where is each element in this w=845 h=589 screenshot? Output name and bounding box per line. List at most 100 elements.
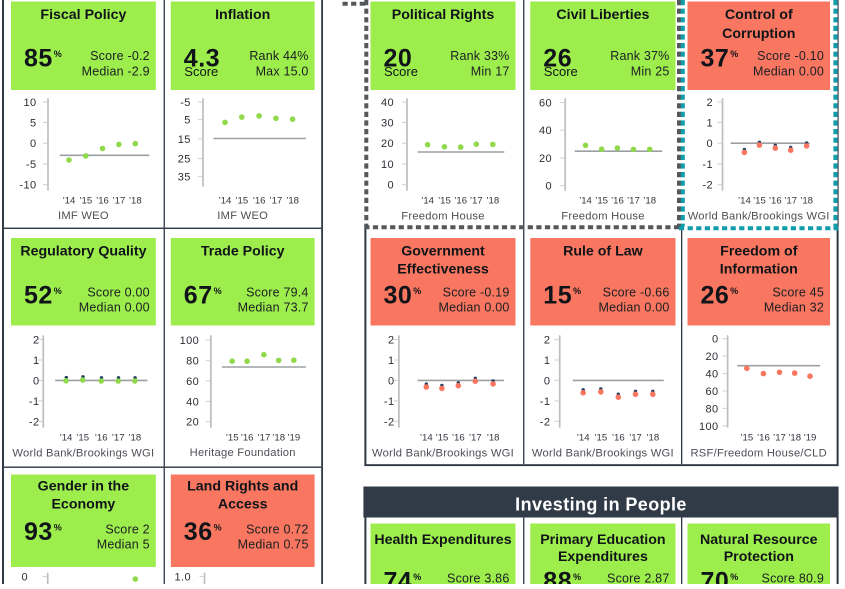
svg-text:’18: ’18 (272, 432, 285, 443)
svg-text:Primary Education: Primary Education (540, 532, 665, 548)
svg-text:85: 85 (24, 45, 53, 73)
svg-text:Freedom of: Freedom of (720, 244, 798, 260)
svg-text:IMF WEO: IMF WEO (58, 210, 109, 222)
svg-text:88: 88 (543, 568, 572, 585)
svg-text:’16: ’16 (757, 432, 770, 443)
svg-text:25: 25 (178, 154, 191, 166)
svg-text:0: 0 (388, 375, 395, 387)
svg-text:’14: ’14 (219, 196, 232, 207)
svg-text:’18: ’18 (486, 196, 499, 207)
svg-text:Score 0.72: Score 0.72 (246, 522, 308, 536)
svg-text:’17: ’17 (469, 432, 482, 443)
svg-text:37: 37 (701, 45, 730, 73)
svg-text:Median 0.75: Median 0.75 (238, 538, 309, 552)
svg-text:30: 30 (384, 282, 413, 310)
svg-text:0: 0 (30, 138, 37, 150)
svg-text:’17: ’17 (773, 432, 786, 443)
svg-text:Rank 33%: Rank 33% (450, 49, 509, 63)
svg-text:2: 2 (544, 335, 551, 347)
svg-text:’16: ’16 (241, 432, 254, 443)
svg-text:’18: ’18 (286, 196, 299, 207)
svg-text:74: 74 (384, 568, 413, 585)
svg-text:’19: ’19 (804, 432, 817, 443)
svg-text:’17: ’17 (269, 196, 282, 207)
svg-text:35: 35 (178, 172, 191, 184)
svg-text:60: 60 (186, 376, 199, 388)
svg-text:36: 36 (184, 518, 213, 546)
svg-text:Freedom House: Freedom House (561, 211, 644, 223)
svg-text:World Bank/Brookings WGI: World Bank/Brookings WGI (12, 448, 154, 460)
svg-text:’17: ’17 (784, 196, 797, 207)
svg-text:0: 0 (21, 572, 28, 584)
svg-text:Score: Score (384, 64, 418, 79)
svg-text:40: 40 (705, 369, 718, 381)
svg-text:’15: ’15 (226, 432, 239, 443)
svg-text:10: 10 (23, 97, 36, 109)
svg-text:’16: ’16 (452, 432, 465, 443)
svg-text:-2: -2 (702, 180, 713, 192)
svg-text:Expenditures: Expenditures (558, 549, 648, 565)
svg-text:%: % (730, 49, 738, 59)
svg-text:0: 0 (33, 375, 40, 387)
svg-text:’14: ’14 (579, 196, 592, 207)
svg-text:1: 1 (706, 118, 713, 130)
svg-text:’15: ’15 (235, 196, 248, 207)
svg-text:’17: ’17 (629, 432, 642, 443)
svg-text:’16: ’16 (454, 196, 467, 207)
svg-text:1.0: 1.0 (175, 572, 192, 584)
svg-text:20: 20 (186, 417, 199, 429)
svg-text:-2: -2 (29, 416, 40, 428)
svg-text:’16: ’16 (95, 432, 108, 443)
svg-text:’16: ’16 (96, 196, 109, 207)
svg-text:Rank 37%: Rank 37% (610, 49, 669, 63)
svg-text:Regulatory Quality: Regulatory Quality (20, 244, 146, 260)
svg-text:’19: ’19 (287, 432, 300, 443)
svg-text:Access: Access (218, 497, 268, 513)
svg-text:Fiscal Policy: Fiscal Policy (40, 7, 126, 23)
svg-text:’15: ’15 (76, 432, 89, 443)
svg-text:Investing in People: Investing in People (515, 495, 687, 515)
svg-text:Median -2.9: Median -2.9 (82, 64, 150, 78)
svg-text:Gender in the: Gender in the (38, 479, 130, 495)
svg-text:1: 1 (388, 355, 395, 367)
svg-text:’15: ’15 (595, 196, 608, 207)
svg-text:World Bank/Brookings WGI: World Bank/Brookings WGI (372, 448, 514, 460)
svg-text:Score -0.10: Score -0.10 (757, 49, 824, 63)
svg-text:2: 2 (388, 335, 395, 347)
svg-text:Protection: Protection (724, 549, 794, 565)
svg-text:-1: -1 (702, 159, 713, 171)
svg-text:20: 20 (381, 138, 394, 150)
svg-text:’16: ’16 (611, 196, 624, 207)
svg-text:’17: ’17 (470, 196, 483, 207)
svg-text:%: % (573, 286, 581, 296)
svg-text:15: 15 (543, 282, 572, 310)
svg-text:26: 26 (543, 45, 572, 73)
svg-text:Median 0.00: Median 0.00 (439, 300, 510, 314)
svg-text:Score 79.4: Score 79.4 (246, 285, 308, 299)
svg-text:-1: -1 (29, 396, 40, 408)
svg-text:80: 80 (705, 403, 718, 415)
svg-text:’14: ’14 (420, 432, 433, 443)
svg-text:’16: ’16 (769, 196, 782, 207)
svg-text:’15: ’15 (740, 432, 753, 443)
svg-text:0: 0 (712, 334, 719, 346)
svg-text:%: % (730, 286, 738, 296)
svg-text:5: 5 (30, 118, 37, 130)
svg-text:Median 32: Median 32 (764, 300, 824, 314)
svg-text:93: 93 (24, 518, 53, 546)
svg-text:-1: -1 (540, 396, 551, 408)
svg-text:2: 2 (706, 97, 713, 109)
svg-text:Inflation: Inflation (215, 7, 270, 23)
svg-text:’17: ’17 (112, 196, 125, 207)
svg-text:’14: ’14 (421, 196, 434, 207)
svg-text:Score -0.19: Score -0.19 (443, 285, 510, 299)
svg-text:Median 5: Median 5 (97, 538, 150, 552)
svg-text:%: % (54, 523, 62, 533)
svg-text:Median 0.00: Median 0.00 (753, 64, 824, 78)
svg-text:Score: Score (544, 64, 578, 79)
svg-text:60: 60 (539, 98, 552, 110)
svg-text:Score 2.87: Score 2.87 (607, 572, 669, 585)
svg-text:20: 20 (705, 351, 718, 363)
svg-text:World Bank/Brookings WGI: World Bank/Brookings WGI (688, 211, 830, 223)
svg-text:Natural Resource: Natural Resource (700, 532, 818, 548)
